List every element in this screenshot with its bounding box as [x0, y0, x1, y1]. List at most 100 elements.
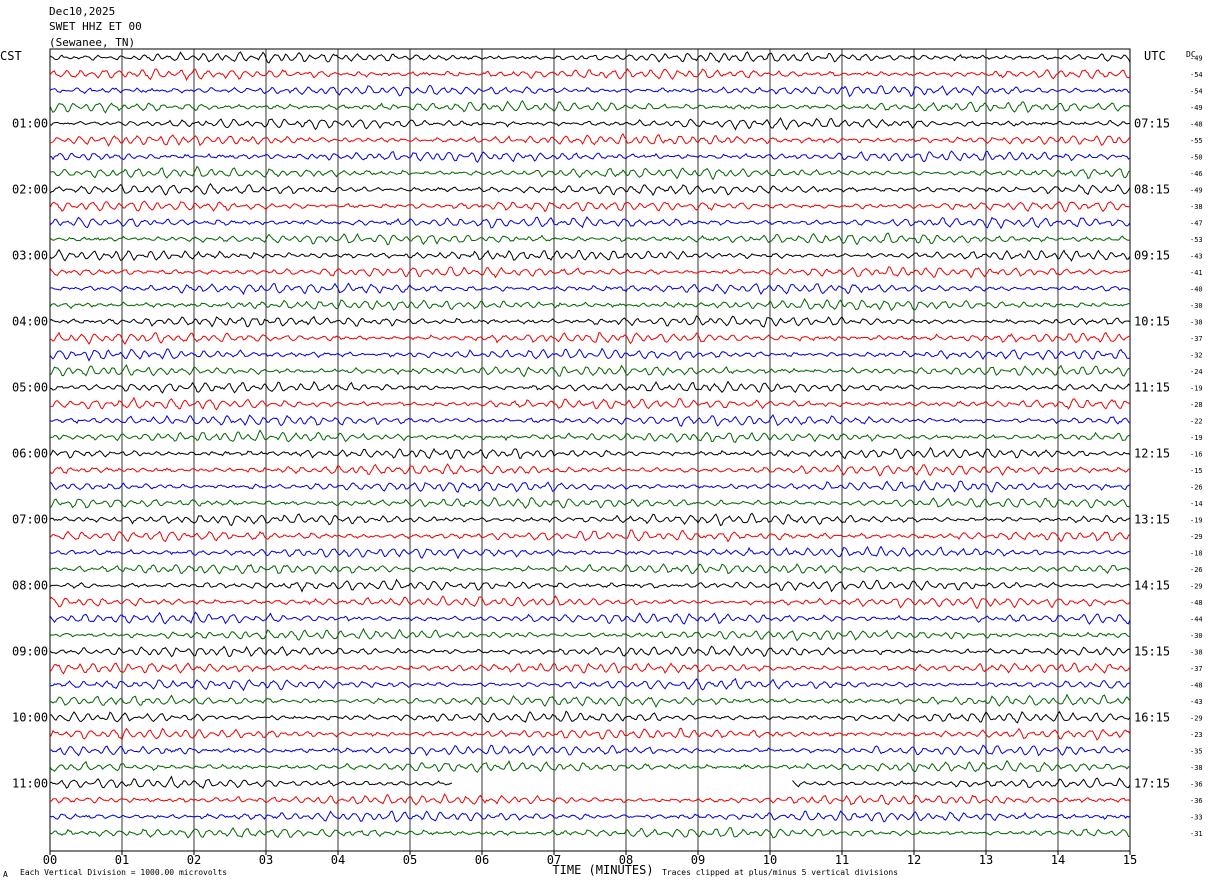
dc-offset-label: -48 [1190, 682, 1203, 690]
dc-offset-label: -41 [1190, 269, 1203, 277]
trace-line [49, 364, 1131, 378]
dc-offset-label: -16 [1190, 451, 1203, 459]
header-location: (Sewanee, TN) [49, 36, 136, 49]
dc-offset-label: -29 [1190, 715, 1203, 723]
left-hour-label: 08:00 [12, 579, 48, 593]
trace-line [49, 677, 1131, 692]
dc-offset-label: -40 [1190, 286, 1203, 294]
x-tick-label: 15 [1123, 853, 1137, 867]
trace-line [49, 266, 1131, 279]
dc-offset-label: -54 [1190, 71, 1203, 79]
left-hour-label: 02:00 [12, 183, 48, 197]
right-hour-label: 13:15 [1134, 513, 1170, 527]
x-tick-label: 00 [43, 853, 57, 867]
scale-note: Each Vertical Division = 1000.00 microvo… [20, 868, 228, 877]
right-hour-label: 16:15 [1134, 711, 1170, 725]
header-station: SWET HHZ ET 00 [49, 20, 142, 33]
trace-line [49, 793, 1131, 806]
dc-offset-label: -36 [1190, 781, 1203, 789]
x-tick-label: 13 [979, 853, 993, 867]
trace-line [49, 645, 1131, 658]
trace-line [49, 182, 1131, 197]
x-tick-label: 02 [187, 853, 201, 867]
trace-line [49, 662, 1131, 675]
left-hour-label: 09:00 [12, 645, 48, 659]
left-hour-label: 07:00 [12, 513, 48, 527]
dc-offset-label: -38 [1190, 649, 1203, 657]
clip-note: Traces clipped at plus/minus 5 vertical … [662, 868, 899, 877]
trace-line [49, 133, 1131, 147]
trace-line [49, 611, 1131, 625]
dc-offset-label: -37 [1190, 335, 1203, 343]
right-hour-label: 07:15 [1134, 117, 1170, 131]
trace-line [792, 777, 1131, 789]
trace-line [49, 232, 1130, 246]
x-tick-label: 07 [547, 853, 561, 867]
trace-line [49, 810, 1131, 823]
dc-offset-label: -38 [1190, 319, 1203, 327]
trace-line [49, 446, 1131, 460]
trace-line [49, 463, 1131, 477]
trace-line [49, 99, 1131, 114]
trace-line [49, 248, 1131, 262]
trace-line [49, 200, 1131, 213]
dc-offset-label: -19 [1190, 385, 1203, 393]
dc-offset-label: -38 [1190, 764, 1203, 772]
dc-offset-label: -44 [1190, 616, 1203, 624]
left-hour-label: 01:00 [12, 117, 48, 131]
trace-line [49, 282, 1131, 296]
label-layer: 00 01 02 03 04 05 06 07 08 09 10 11 12 13 14 15 -49 -54 -5… [12, 55, 1203, 868]
dc-offset-label: -35 [1190, 748, 1203, 756]
x-tick-label: 01 [115, 853, 129, 867]
dc-offset-label: -55 [1190, 137, 1203, 145]
dc-offset-label: -37 [1190, 665, 1203, 673]
dc-offset-label: -43 [1190, 253, 1203, 261]
left-hour-label: 10:00 [12, 711, 48, 725]
trace-line [50, 396, 1131, 411]
trace-line [49, 479, 1131, 493]
trace-line [49, 165, 1131, 181]
dc-offset-label: -47 [1190, 220, 1203, 228]
dc-offset-label: -32 [1190, 352, 1203, 360]
trace-layer [49, 51, 1131, 839]
corner-mark: A [3, 870, 8, 879]
dc-offset-label: -29 [1190, 533, 1203, 541]
trace-line [49, 545, 1131, 560]
dc-offset-label: -53 [1190, 236, 1203, 244]
x-tick-label: 10 [763, 853, 777, 867]
left-hour-label: 04:00 [12, 315, 48, 329]
dc-offset-label: -49 [1190, 187, 1203, 195]
trace-line [49, 744, 1131, 757]
dc-label: DC [1186, 50, 1196, 59]
dc-offset-label: -48 [1190, 121, 1203, 129]
trace-line [49, 380, 1131, 394]
header-date: Dec10,2025 [49, 5, 116, 18]
x-tick-label: 09 [691, 853, 705, 867]
right-hour-label: 17:15 [1134, 777, 1170, 791]
trace-line [49, 693, 1131, 708]
trace-line [49, 429, 1131, 444]
trace-line [49, 347, 1131, 362]
dc-offset-label: -49 [1190, 55, 1203, 63]
trace-line [49, 150, 1131, 163]
trace-line [50, 710, 1131, 724]
trace-line [49, 563, 1131, 575]
right-hour-label: 11:15 [1134, 381, 1170, 395]
dc-offset-label: -31 [1190, 830, 1203, 838]
right-hour-label: 08:15 [1134, 183, 1170, 197]
trace-line [49, 84, 1131, 98]
dc-offset-label: -48 [1190, 599, 1203, 607]
dc-offset-label: -23 [1190, 731, 1203, 739]
trace-line [49, 727, 1131, 741]
trace-line [49, 826, 1131, 839]
left-hour-label: 11:00 [12, 777, 48, 791]
right-hour-label: 14:15 [1134, 579, 1170, 593]
dc-offset-label: -38 [1190, 203, 1203, 211]
trace-line [49, 759, 1131, 773]
dc-offset-label: -30 [1190, 632, 1203, 640]
left-tz-label: CST [0, 49, 22, 63]
dc-offset-label: -49 [1190, 104, 1203, 112]
trace-line [49, 578, 1131, 593]
trace-line [49, 414, 1131, 427]
